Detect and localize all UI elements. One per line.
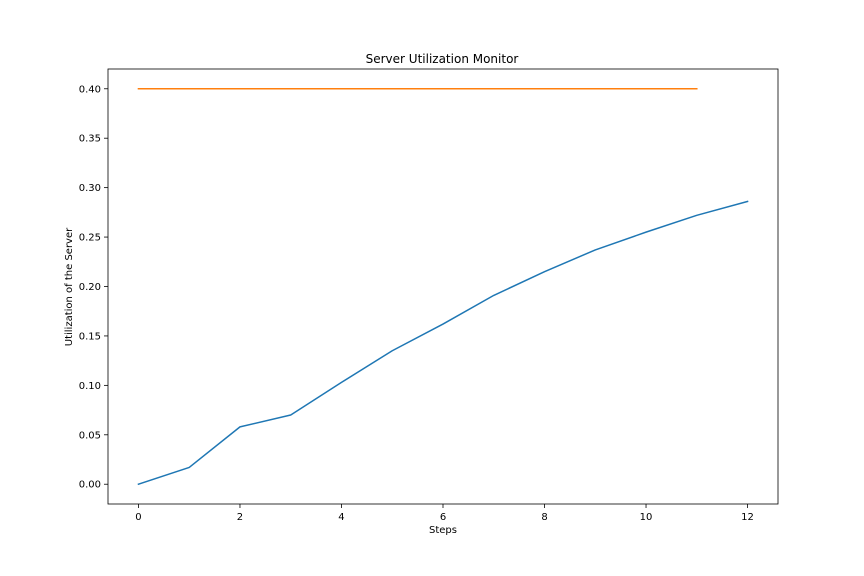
y-tick-label: 0.40 — [79, 84, 101, 95]
x-tick-label: 8 — [541, 512, 547, 523]
y-tick-label: 0.25 — [79, 233, 101, 244]
x-tick-label: 2 — [237, 512, 243, 523]
y-tick-label: 0.00 — [79, 480, 101, 491]
x-tick-label: 0 — [135, 512, 141, 523]
y-tick-label: 0.35 — [79, 134, 101, 145]
y-tick-label: 0.20 — [79, 282, 101, 293]
y-axis-ticks: 0.00 0.05 0.10 0.15 0.20 0.25 0.30 0.35 0.40 — [79, 84, 108, 491]
x-axis-label: Steps — [429, 525, 457, 536]
x-tick-label: 10 — [640, 512, 653, 523]
plot-frame — [107, 68, 779, 505]
series-line-1 — [137, 200, 749, 486]
y-tick-label: 0.05 — [79, 430, 101, 441]
y-tick-label: 0.10 — [79, 381, 101, 392]
y-axis-label: Utilization of the Server — [64, 227, 75, 346]
y-tick-label: 0.30 — [79, 183, 101, 194]
x-tick-label: 4 — [338, 512, 344, 523]
x-axis-ticks: 0 2 4 6 8 10 12 — [135, 504, 754, 523]
chart-title: Server Utilization Monitor — [366, 52, 519, 66]
y-tick-label: 0.15 — [79, 331, 101, 342]
x-tick-label: 6 — [440, 512, 446, 523]
x-tick-label: 12 — [741, 512, 754, 523]
series-layer — [137, 88, 749, 486]
